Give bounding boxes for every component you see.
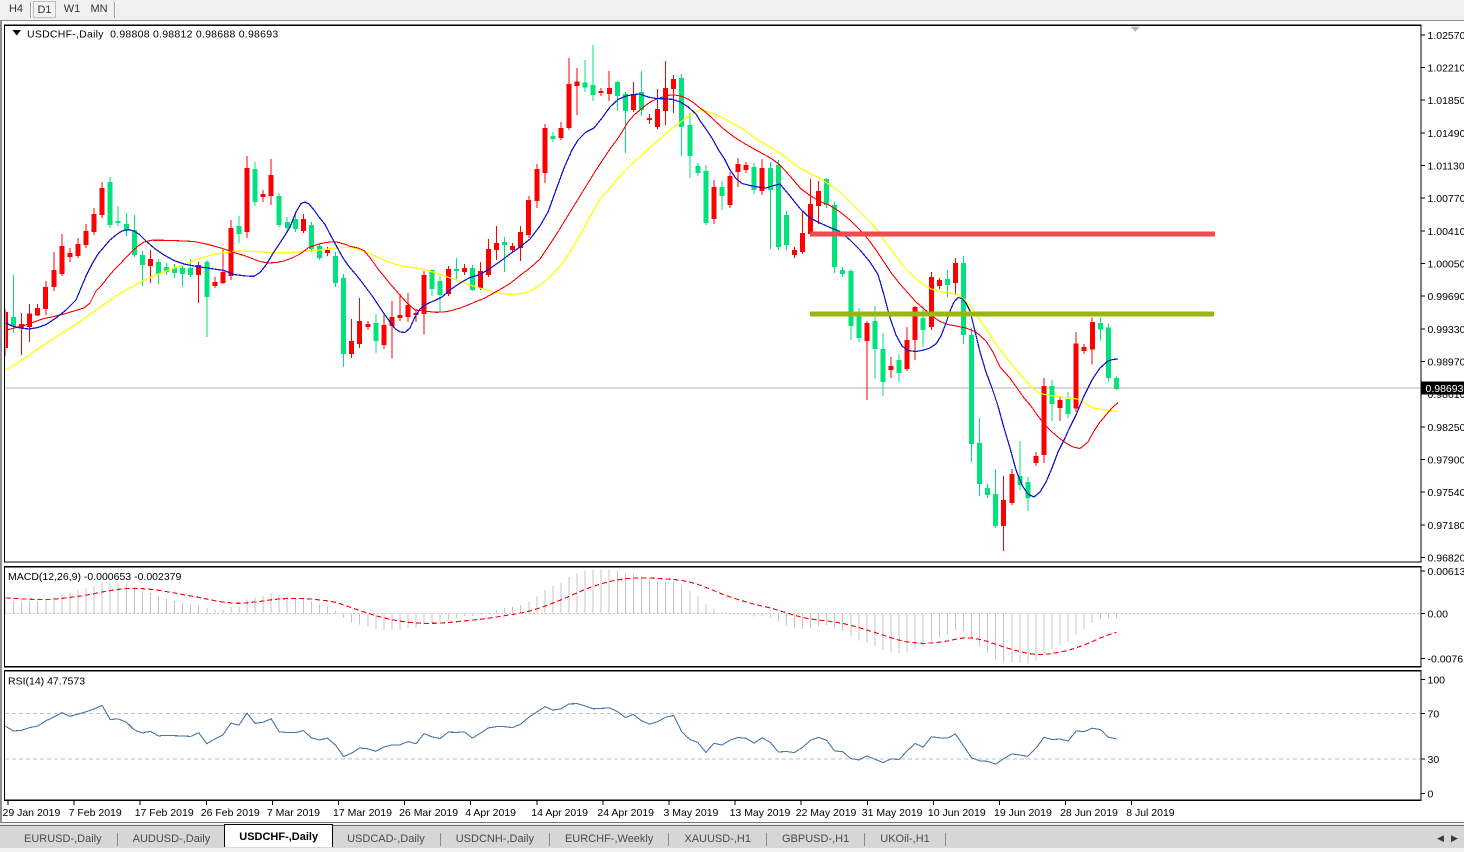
svg-text:1.02570: 1.02570 — [1428, 30, 1464, 42]
svg-text:0.97180: 0.97180 — [1428, 520, 1464, 532]
svg-text:17 Mar 2019: 17 Mar 2019 — [333, 807, 392, 819]
svg-text:7 Mar 2019: 7 Mar 2019 — [267, 807, 320, 819]
svg-text:24 Apr 2019: 24 Apr 2019 — [597, 807, 654, 819]
svg-text:4 Apr 2019: 4 Apr 2019 — [465, 807, 516, 819]
svg-text:0.00613: 0.00613 — [1428, 566, 1464, 578]
svg-text:8 Jul 2019: 8 Jul 2019 — [1126, 807, 1175, 819]
svg-text:-0.0076120: -0.0076120 — [1428, 654, 1464, 666]
svg-text:1.01850: 1.01850 — [1428, 95, 1464, 107]
svg-text:100: 100 — [1428, 674, 1446, 686]
svg-text:USDCHF-,Daily 0.98808 0.98812: USDCHF-,Daily 0.98808 0.98812 0.98688 0.… — [27, 29, 278, 41]
svg-text:14 Apr 2019: 14 Apr 2019 — [531, 807, 588, 819]
svg-text:0: 0 — [1428, 789, 1434, 801]
svg-text:0.98693: 0.98693 — [1426, 383, 1464, 395]
svg-text:3 May 2019: 3 May 2019 — [664, 807, 719, 819]
svg-text:1.01490: 1.01490 — [1428, 128, 1464, 140]
svg-text:1.02210: 1.02210 — [1428, 63, 1464, 75]
svg-text:0.97540: 0.97540 — [1428, 487, 1464, 499]
svg-text:0.99330: 0.99330 — [1428, 324, 1464, 336]
svg-text:1.00410: 1.00410 — [1428, 226, 1464, 238]
svg-text:17 Feb 2019: 17 Feb 2019 — [135, 807, 194, 819]
svg-text:70: 70 — [1428, 709, 1440, 721]
svg-text:7 Feb 2019: 7 Feb 2019 — [69, 807, 122, 819]
svg-text:31 May 2019: 31 May 2019 — [862, 807, 923, 819]
svg-text:28 Jun 2019: 28 Jun 2019 — [1060, 807, 1118, 819]
svg-text:0.98250: 0.98250 — [1428, 422, 1464, 434]
svg-text:26 Feb 2019: 26 Feb 2019 — [201, 807, 260, 819]
svg-text:1.01130: 1.01130 — [1428, 161, 1464, 173]
svg-text:0.00: 0.00 — [1428, 608, 1449, 620]
svg-text:13 May 2019: 13 May 2019 — [730, 807, 791, 819]
svg-text:0.97900: 0.97900 — [1428, 455, 1464, 467]
svg-text:0.98970: 0.98970 — [1428, 357, 1464, 369]
svg-text:29 Jan 2019: 29 Jan 2019 — [3, 807, 61, 819]
svg-text:30: 30 — [1428, 754, 1440, 766]
svg-text:19 Jun 2019: 19 Jun 2019 — [994, 807, 1052, 819]
svg-text:MACD(12,26,9) -0.000653 -0.002: MACD(12,26,9) -0.000653 -0.002379 — [8, 571, 182, 583]
svg-text:0.99690: 0.99690 — [1428, 291, 1464, 303]
svg-text:10 Jun 2019: 10 Jun 2019 — [928, 807, 986, 819]
svg-text:RSI(14) 47.7573: RSI(14) 47.7573 — [8, 676, 85, 688]
svg-text:22 May 2019: 22 May 2019 — [796, 807, 857, 819]
svg-text:1.00050: 1.00050 — [1428, 259, 1464, 271]
svg-text:26 Mar 2019: 26 Mar 2019 — [399, 807, 458, 819]
svg-text:1.00770: 1.00770 — [1428, 193, 1464, 205]
svg-text:0.96820: 0.96820 — [1428, 553, 1464, 565]
